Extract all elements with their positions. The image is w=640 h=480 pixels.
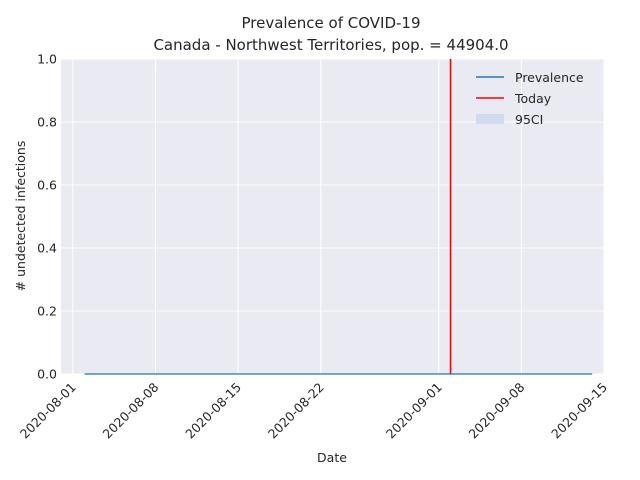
y-tick-label: 0.6	[37, 178, 57, 193]
x-tick-label: 2020-09-01	[383, 380, 445, 442]
y-tick-label: 1.0	[37, 52, 57, 67]
x-tick-label: 2020-09-15	[548, 380, 610, 442]
chart-title: Prevalence of COVID-19	[241, 14, 420, 32]
x-axis-label: Date	[317, 450, 347, 465]
x-tick-label: 2020-08-22	[265, 380, 327, 442]
y-tick-label: 0.4	[37, 241, 57, 256]
y-tick-label: 0.8	[37, 115, 57, 130]
y-tick-label: 0.0	[37, 367, 57, 382]
legend-swatch-95ci	[476, 114, 504, 124]
y-axis-label: # undetected infections	[13, 141, 28, 292]
legend-label-prevalence: Prevalence	[515, 70, 584, 85]
legend-label-today: Today	[514, 91, 552, 106]
grid	[61, 58, 605, 375]
y-tick-labels: 0.0 0.2 0.4 0.6 0.8 1.0	[37, 52, 57, 382]
series-layer	[84, 59, 593, 375]
x-tick-label: 2020-08-08	[100, 379, 162, 441]
x-tick-label: 2020-08-15	[182, 380, 244, 442]
plot-area	[61, 59, 604, 374]
x-tick-label: 2020-09-08	[466, 379, 528, 441]
y-tick-label: 0.2	[37, 304, 57, 319]
legend: Prevalence Today 95CI	[476, 70, 584, 127]
x-tick-label: 2020-08-01	[17, 380, 79, 442]
chart-subtitle: Canada - Northwest Territories, pop. = 4…	[153, 36, 508, 54]
legend-label-95ci: 95CI	[515, 112, 543, 127]
x-tick-labels: 2020-08-01 2020-08-08 2020-08-15 2020-08-22…	[17, 379, 610, 441]
